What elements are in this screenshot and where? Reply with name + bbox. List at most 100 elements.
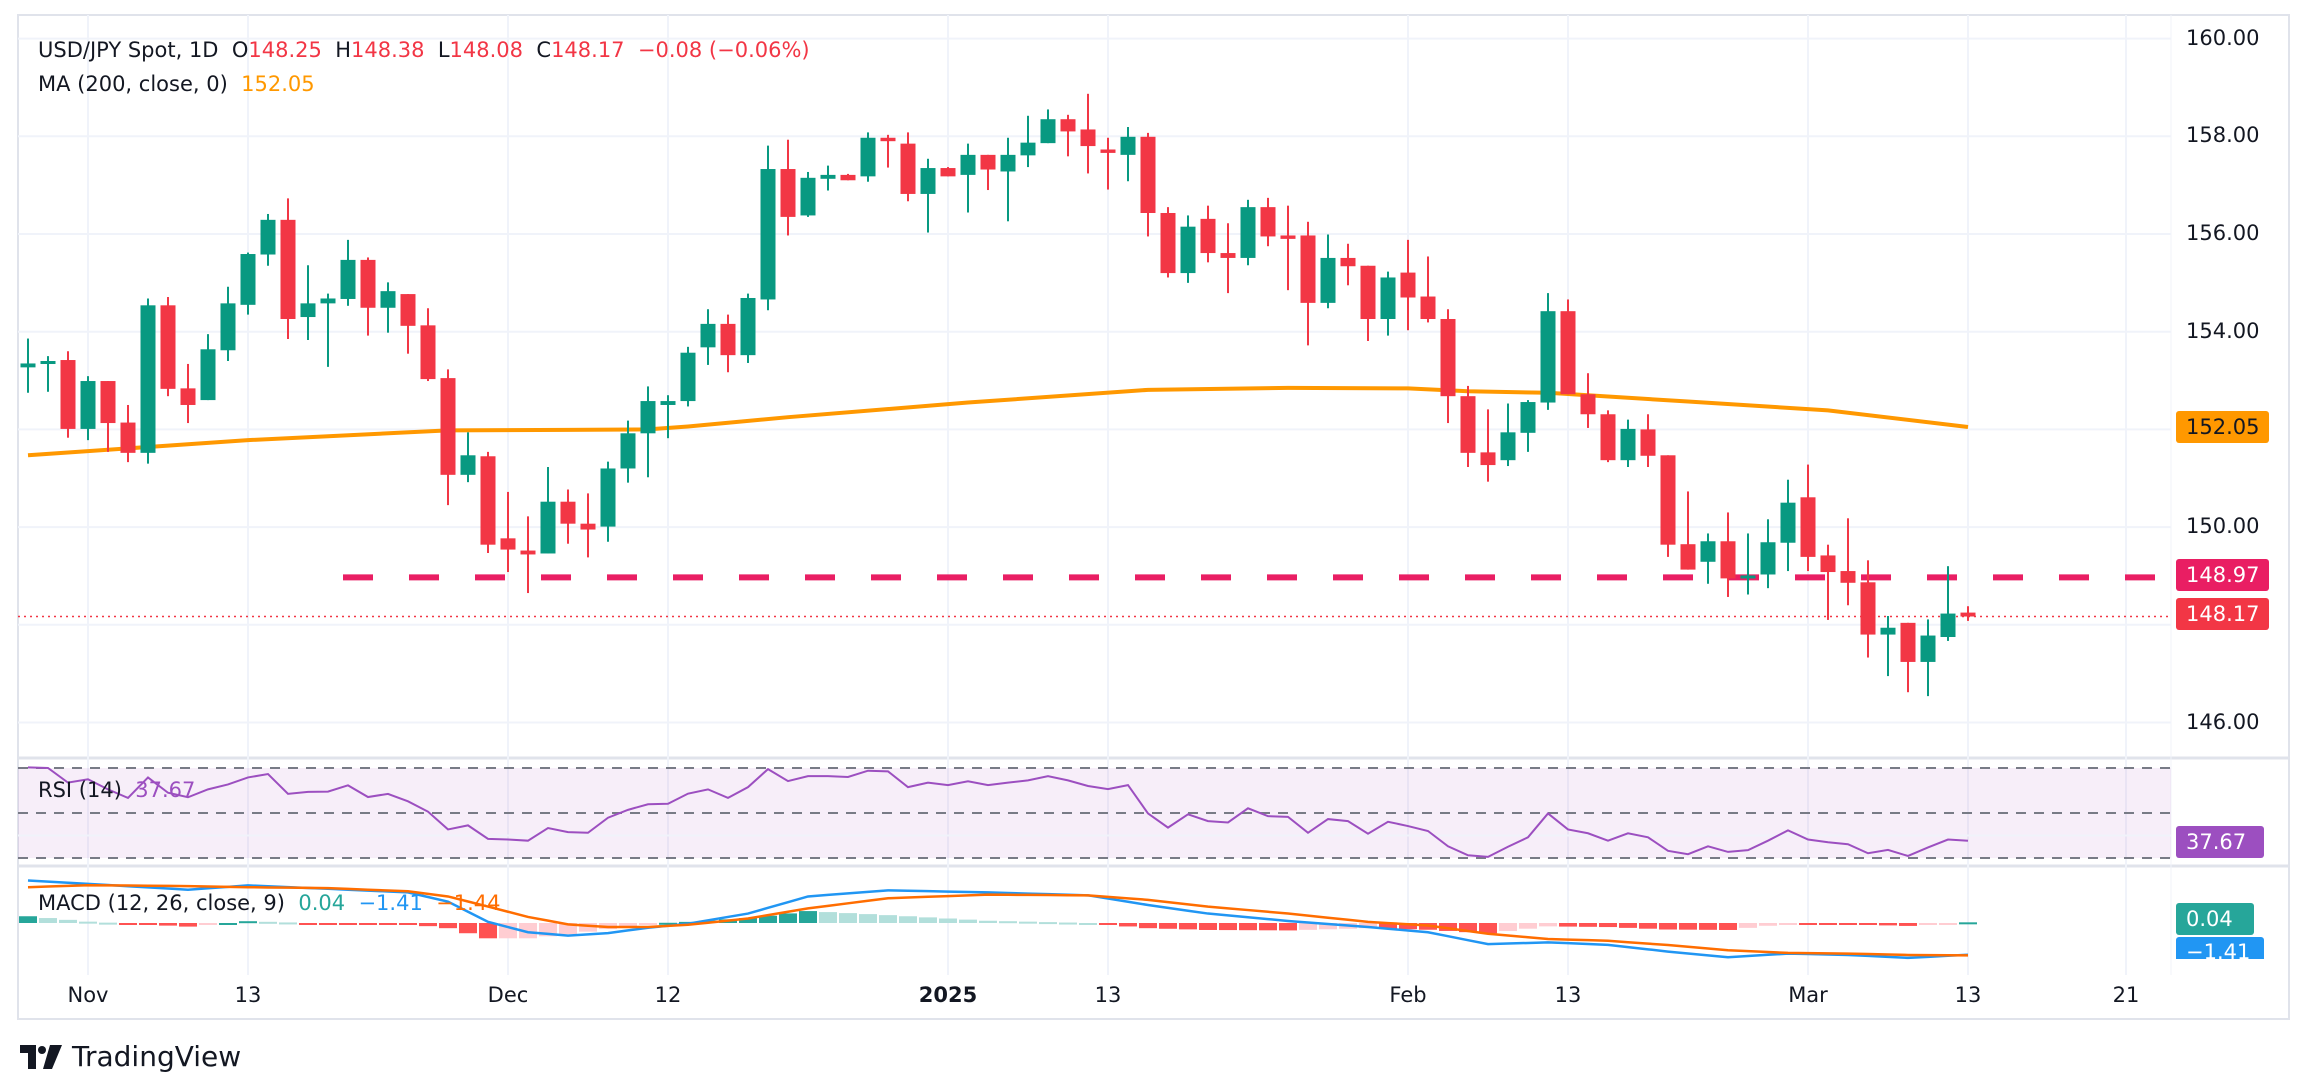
macd-legend[interactable]: MACD (12, 26, close, 9) 0.04 −1.41 −1.44 <box>38 890 501 916</box>
candle-body <box>380 291 396 308</box>
rsi-legend[interactable]: RSI (14) 37.67 <box>38 777 195 803</box>
candle-body <box>1240 207 1256 258</box>
candle-body <box>640 401 656 434</box>
ma-legend[interactable]: MA (200, close, 0) 152.05 <box>38 71 315 97</box>
candle-body <box>880 137 896 142</box>
candle-body <box>1660 455 1676 545</box>
candle <box>1040 109 1056 144</box>
macd-histogram-bar <box>419 923 437 927</box>
candle <box>1660 455 1676 557</box>
candle-body <box>980 154 996 170</box>
candle <box>340 239 356 306</box>
time-axis-label: 13 <box>1554 983 1582 1007</box>
candle-body <box>340 259 356 299</box>
candle <box>1160 207 1176 278</box>
candle-body <box>1300 235 1316 303</box>
candle-body <box>1700 541 1716 562</box>
time-axis-label: 13 <box>1954 983 1982 1007</box>
macd-signal-value: −1.44 <box>436 891 501 915</box>
candle-body <box>1540 311 1556 403</box>
macd-histogram-bar <box>1599 923 1617 928</box>
candle-body <box>1400 272 1416 298</box>
candle <box>600 461 616 542</box>
candle-body <box>1440 318 1456 397</box>
macd-histogram-bar <box>999 921 1017 924</box>
candle-body <box>1360 265 1376 319</box>
candle <box>580 493 596 558</box>
candle <box>320 293 336 367</box>
candle-body <box>800 177 816 216</box>
candle <box>820 165 836 191</box>
candle-body <box>1880 627 1896 635</box>
candle <box>60 351 76 438</box>
macd-histogram-bar <box>459 923 477 934</box>
candle <box>1880 616 1896 677</box>
candle-body <box>1740 575 1756 579</box>
rsi-badge: 37.67 <box>2176 826 2264 858</box>
candle-body <box>20 363 36 368</box>
candle-body <box>1040 119 1056 144</box>
macd-histogram-bar <box>819 912 837 923</box>
candle-body <box>260 219 276 255</box>
candle-body <box>1600 414 1616 461</box>
candle-body <box>1780 502 1796 543</box>
macd-histogram-bar <box>79 921 97 924</box>
macd-histogram-bar <box>179 923 197 927</box>
candle <box>1440 309 1456 424</box>
macd-histogram-bar <box>379 923 397 925</box>
candle <box>160 297 176 397</box>
candle <box>1500 403 1516 467</box>
candle <box>20 338 36 393</box>
candle <box>960 143 976 213</box>
candle <box>1480 409 1496 482</box>
symbol-title[interactable]: USD/JPY Spot, 1D <box>38 38 219 62</box>
candle-body <box>580 523 596 530</box>
candle <box>1100 137 1116 190</box>
macd-histogram-bar <box>859 914 877 923</box>
macd-histogram-bar <box>99 922 117 925</box>
macd-hist-badge: 0.04 <box>2176 903 2254 935</box>
macd-histogram-bar <box>259 921 277 924</box>
rsi-label: RSI (14) <box>38 778 122 802</box>
candle-body <box>620 433 636 469</box>
macd-histogram-bar <box>219 923 237 925</box>
time-axis-label: Mar <box>1788 983 1828 1007</box>
macd-histogram-bar <box>839 913 857 923</box>
chart-frame <box>17 14 2290 1020</box>
candle <box>1280 205 1296 291</box>
candle <box>840 173 856 181</box>
candle <box>1080 93 1096 174</box>
candle <box>1300 221 1316 346</box>
macd-histogram-bar <box>119 923 137 925</box>
candle <box>1360 265 1376 341</box>
candle <box>380 282 396 333</box>
macd-hist-value: 0.04 <box>298 891 346 915</box>
macd-histogram-bar <box>59 919 77 923</box>
macd-histogram-bar <box>1679 923 1697 930</box>
candle-body <box>920 168 936 194</box>
candle-body <box>1800 497 1816 557</box>
macd-histogram-bar <box>1239 923 1257 931</box>
candle <box>1540 293 1556 410</box>
candle <box>1520 400 1536 452</box>
candle <box>940 167 956 177</box>
macd-histogram-bar <box>1039 922 1057 925</box>
candle <box>1860 560 1876 658</box>
price-axis-label: 158.00 <box>2186 123 2260 148</box>
ma-label: MA (200, close, 0) <box>38 72 228 96</box>
macd-histogram-bar <box>1139 923 1157 929</box>
tradingview-logo[interactable]: TradingView <box>20 1040 241 1073</box>
macd-histogram-bar <box>1659 923 1677 930</box>
candle-body <box>60 360 76 429</box>
candle-body <box>1200 218 1216 254</box>
ma200-line <box>27 385 1969 458</box>
macd-histogram-bar <box>339 923 357 925</box>
candle-body <box>560 501 576 524</box>
candle <box>180 363 196 424</box>
candle-body <box>1500 432 1516 461</box>
candle-body <box>500 538 516 550</box>
candle-body <box>780 169 796 217</box>
candle <box>420 308 436 382</box>
candle <box>440 369 456 506</box>
